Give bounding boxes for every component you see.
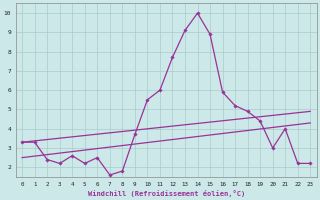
X-axis label: Windchill (Refroidissement éolien,°C): Windchill (Refroidissement éolien,°C) xyxy=(88,190,245,197)
